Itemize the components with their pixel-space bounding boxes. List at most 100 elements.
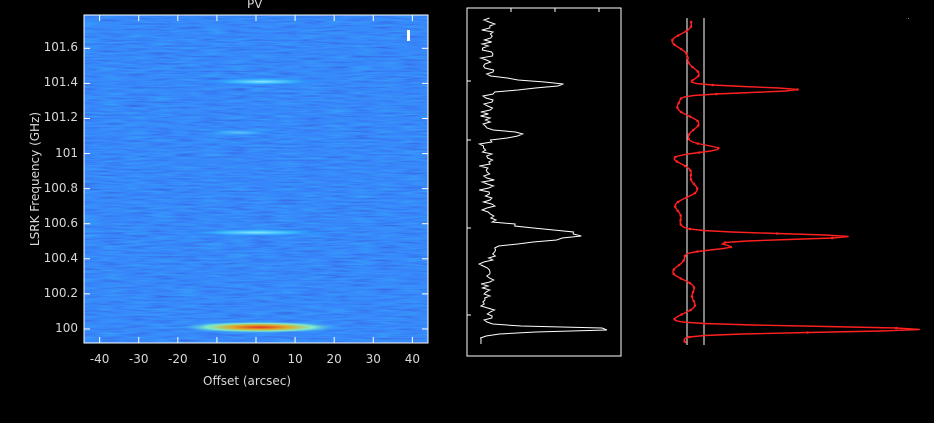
x-tick-label: 40 [404, 352, 420, 366]
red-spectrum-point [697, 74, 700, 78]
red-spectrum-point [687, 133, 691, 136]
red-spectrum-point [691, 290, 695, 294]
red-spectrum-point [729, 245, 732, 249]
y-tick-label: 101.2 [43, 110, 78, 125]
red-spectrum-point [689, 178, 693, 181]
y-tick-label: 100.8 [43, 180, 78, 195]
red-spectrum-point [679, 47, 683, 51]
red-spectrum-point [683, 254, 687, 258]
red-spectrum-point [696, 119, 699, 123]
red-spectrum-point [677, 263, 681, 267]
position-marker-icon[interactable] [407, 30, 410, 41]
pv-xlabel: Offset (arcsec) [203, 374, 292, 388]
red-spectrum-point [691, 65, 694, 69]
red-spectrum-point [690, 79, 694, 82]
red-spectrum-point [672, 268, 676, 271]
red-spectrum-point [711, 83, 714, 87]
red-spectrum-point [895, 326, 898, 330]
x-tick-label: -20 [168, 352, 188, 366]
red-spectrum-point [698, 151, 701, 154]
y-tick-label: 100 [55, 320, 78, 335]
red-spectrum-point [693, 304, 697, 307]
pv-title: PV [247, 0, 263, 11]
red-spectrum-point [696, 70, 700, 73]
red-spectrum-point [673, 317, 676, 321]
spectrum-white-frame [466, 7, 622, 357]
red-spectrum-point [685, 29, 688, 33]
pv-emission-feature [197, 77, 327, 86]
red-spectrum-point [723, 241, 727, 244]
x-tick-label: 10 [287, 352, 303, 366]
red-spectrum-point [683, 164, 687, 168]
x-tick-label: 20 [326, 352, 342, 366]
red-spectrum-point [689, 25, 693, 28]
red-spectrum-point [806, 331, 809, 334]
red-spectrum-point [682, 259, 685, 262]
red-spectrum-point [689, 20, 693, 24]
red-spectrum-point [690, 295, 694, 298]
red-spectrum-point [679, 110, 683, 114]
red-spectrum-point [679, 97, 683, 100]
x-tick-label: -10 [207, 352, 227, 366]
red-spectrum-point [692, 286, 696, 289]
y-tick-label: 101 [55, 145, 78, 160]
red-spectrum-point [676, 209, 680, 213]
red-spectrum-point [674, 155, 677, 159]
red-spectrum-point [696, 250, 699, 253]
pv-noise-layer [84, 15, 428, 343]
red-spectrum-point [796, 88, 799, 91]
red-spectrum-point [696, 124, 700, 127]
red-spectrum-point [685, 52, 688, 55]
red-spectrum-point [689, 308, 692, 312]
red-spectrum-point [677, 101, 680, 105]
red-spectrum-point [672, 272, 676, 276]
red-spectrum-point [696, 142, 700, 145]
red-spectrum-point [672, 43, 676, 46]
y-tick-label: 101.4 [43, 75, 78, 90]
red-spectrum-point [676, 200, 680, 204]
x-tick-label: -40 [89, 352, 110, 366]
pv-emission-feature [177, 321, 342, 334]
pv-emission-feature [177, 228, 335, 237]
red-spectrum-point [671, 38, 674, 42]
red-spectrum-point [692, 128, 695, 132]
red-spectrum-point [703, 322, 706, 325]
red-spectrum-point [717, 146, 720, 150]
red-spectrum-point [693, 191, 697, 195]
red-spectrum-point [676, 106, 679, 109]
red-spectrum-point [679, 277, 683, 280]
red-spectrum-point [673, 205, 677, 208]
x-tick-label: 30 [365, 352, 381, 366]
y-tick-label: 100.4 [43, 250, 78, 265]
red-spectrum-point [679, 223, 683, 226]
corner-dot [908, 18, 909, 19]
x-tick-label: -30 [128, 352, 149, 366]
red-spectrum-point [714, 92, 718, 96]
red-spectrum-point [688, 227, 692, 231]
red-spectrum-point [675, 160, 679, 163]
x-tick-label: 0 [252, 352, 260, 366]
red-spectrum-point [688, 335, 691, 339]
spectrum-white-line [477, 17, 608, 345]
red-spectrum-point [685, 196, 688, 199]
red-spectrum-point [686, 56, 689, 60]
red-spectrum-point [692, 182, 696, 186]
red-spectrum-point [679, 214, 682, 217]
red-spectrum-point [695, 187, 699, 190]
red-spectrum-point [692, 299, 695, 303]
red-spectrum-point [689, 173, 693, 177]
red-spectrum-point [830, 236, 834, 240]
red-spectrum-point [676, 34, 680, 37]
spectrum-red-line [671, 21, 920, 344]
red-spectrum-point [688, 281, 692, 285]
red-spectrum-point [679, 218, 682, 222]
red-spectrum-point [688, 115, 692, 118]
red-spectrum-point [680, 313, 683, 316]
y-tick-label: 101.6 [43, 40, 78, 55]
y-tick-label: 100.6 [43, 215, 78, 230]
red-spectrum-point [683, 340, 686, 343]
